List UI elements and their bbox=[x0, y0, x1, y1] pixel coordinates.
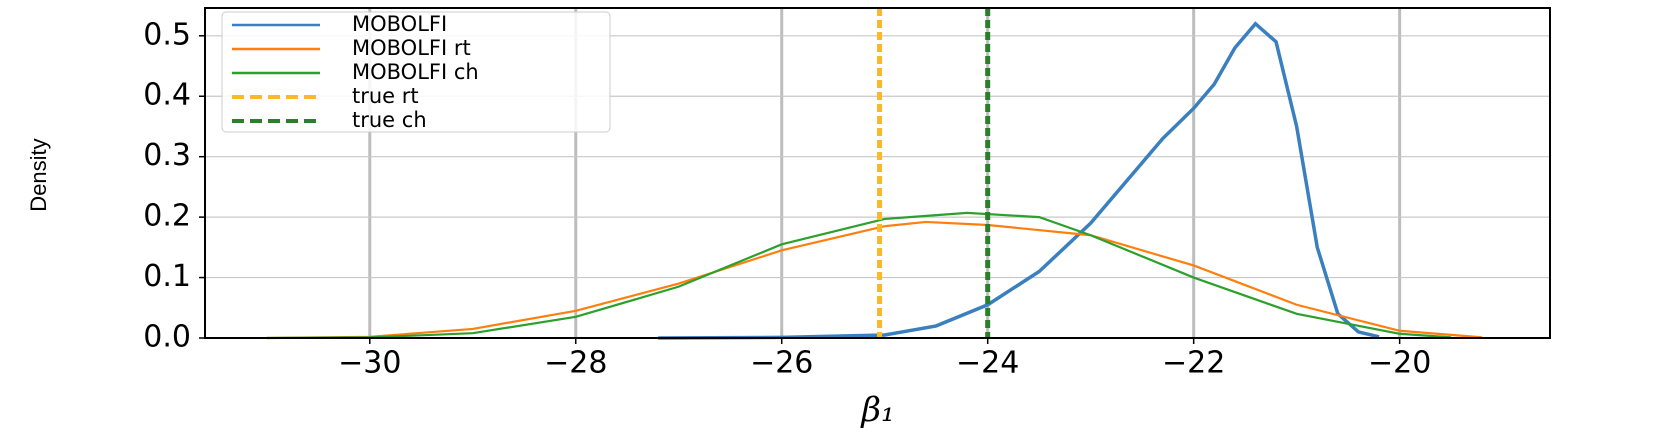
x-tick-label: −28 bbox=[544, 346, 607, 381]
y-tick-label: 0.1 bbox=[143, 259, 191, 294]
legend-label: true ch bbox=[352, 108, 427, 132]
y-tick-label: 0.4 bbox=[143, 78, 191, 113]
series-line bbox=[266, 220, 1483, 340]
y-axis-label: Density bbox=[26, 138, 51, 211]
legend-label: MOBOLFI bbox=[352, 12, 447, 36]
series-line bbox=[658, 21, 1380, 340]
x-tick-label: −26 bbox=[750, 346, 813, 381]
legend-box bbox=[221, 11, 611, 133]
y-tick-label: 0.2 bbox=[143, 199, 191, 234]
x-tick-label: −20 bbox=[1368, 346, 1431, 381]
series-line bbox=[266, 211, 1452, 340]
x-tick-label: −22 bbox=[1162, 346, 1225, 381]
legend-label: MOBOLFI ch bbox=[352, 60, 479, 84]
x-tick-label: −30 bbox=[338, 346, 401, 381]
legend-label: true rt bbox=[352, 84, 419, 108]
legend-label: MOBOLFI rt bbox=[352, 36, 471, 60]
plot-frame bbox=[204, 7, 1551, 339]
x-axis-label: β₁ bbox=[859, 390, 894, 430]
y-tick-label: 0.5 bbox=[143, 17, 191, 52]
x-tick-label: −24 bbox=[956, 346, 1019, 381]
y-tick-label: 0.0 bbox=[143, 320, 191, 355]
y-tick-label: 0.3 bbox=[143, 138, 191, 173]
